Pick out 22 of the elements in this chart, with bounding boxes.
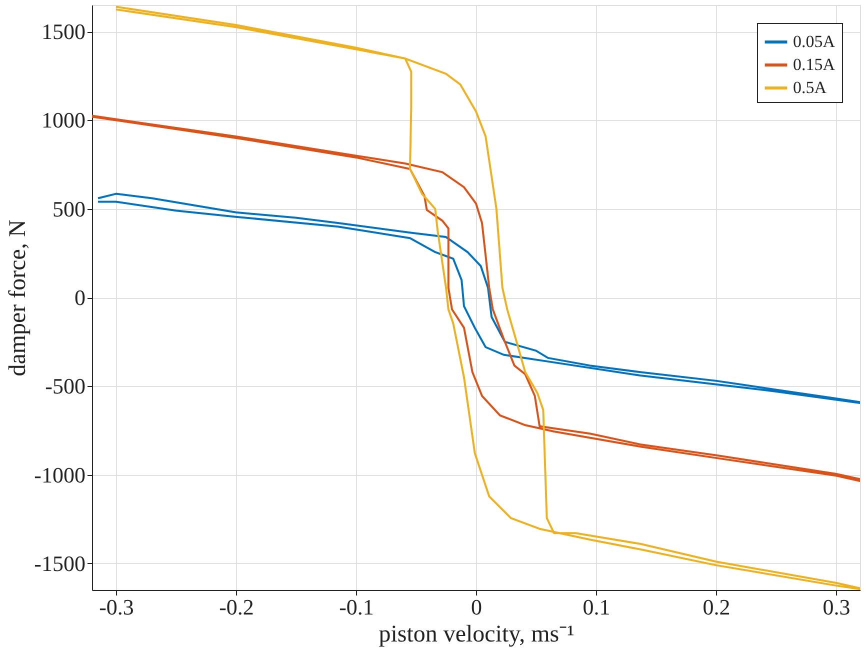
y-tick-label: -1500 (34, 550, 86, 576)
line-series (92, 114, 860, 482)
legend-label: 0.05A (793, 32, 836, 51)
line-series (115, 6, 860, 590)
y-tick-label: 0 (74, 285, 86, 310)
y-tick-label: 500 (52, 196, 86, 222)
x-tick-label: -0.2 (219, 594, 254, 620)
x-tick-label: 0.3 (822, 594, 850, 620)
legend-label: 0.15A (793, 55, 836, 74)
x-tick-label: 0 (471, 594, 482, 620)
y-tick-label: 1000 (42, 108, 86, 133)
x-tick-label: -0.1 (339, 594, 374, 620)
y-tick-label: 1500 (42, 19, 86, 44)
line-series (97, 192, 860, 404)
x-axis-title: piston velocity, ms⁻¹ (378, 622, 574, 648)
x-tick-label: -0.3 (99, 594, 134, 620)
x-tick-label: 0.1 (582, 594, 610, 620)
y-axis-title: damper force, N (5, 220, 32, 376)
legend-label: 0.5A (793, 78, 828, 97)
y-tick-label: -500 (45, 374, 86, 399)
y-tick-label: -1000 (34, 462, 86, 488)
x-tick-label: 0.2 (702, 594, 730, 620)
